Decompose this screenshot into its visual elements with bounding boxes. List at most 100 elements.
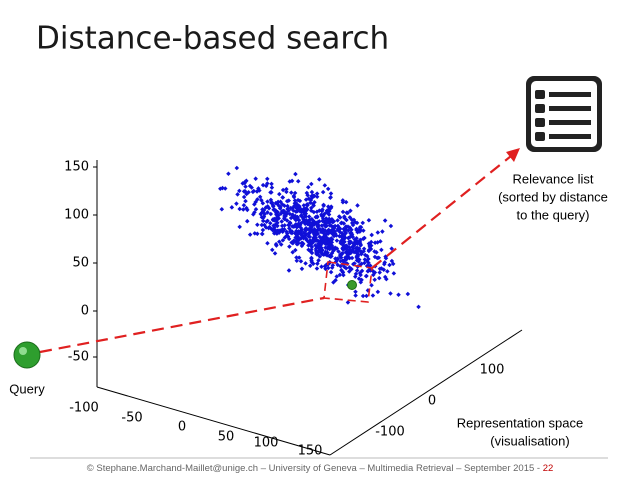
- cloud-point: [328, 269, 334, 275]
- cloud-point: [306, 227, 312, 232]
- cloud-point: [391, 271, 397, 276]
- cloud-point: [362, 252, 368, 258]
- relevance-line: (sorted by distance: [498, 189, 608, 204]
- cloud-point: [277, 206, 283, 211]
- cloud-point: [243, 198, 248, 204]
- cloud-point: [331, 233, 337, 238]
- cloud-point: [281, 215, 287, 221]
- cloud-point: [277, 191, 282, 197]
- cloud-point: [344, 254, 350, 259]
- cloud-point: [310, 201, 316, 207]
- cloud-point: [245, 218, 250, 224]
- cloud-point: [219, 206, 225, 212]
- x-tick-label: 0: [178, 420, 186, 435]
- cloud-point: [384, 276, 389, 282]
- cloud-point: [292, 198, 298, 203]
- z-tick-label: 150: [64, 160, 89, 175]
- cloud-point: [314, 191, 320, 196]
- cloud-point: [354, 268, 360, 273]
- plot-axes: [96, 160, 523, 456]
- cloud-point: [273, 241, 279, 247]
- relevance-line: Relevance list: [513, 171, 594, 186]
- cloud-point: [294, 258, 300, 263]
- y-tick-label: 100: [480, 363, 505, 378]
- cloud-point: [349, 255, 355, 261]
- cloud-point: [265, 241, 270, 246]
- cloud-point: [310, 238, 315, 243]
- cloud-point: [316, 258, 321, 263]
- cloud-point: [269, 181, 274, 187]
- cloud-point: [260, 182, 266, 188]
- cloud-point: [229, 205, 235, 210]
- cloud-point: [345, 300, 351, 305]
- cloud-point: [234, 165, 240, 171]
- cloud-point: [364, 293, 369, 299]
- cloud-point: [405, 291, 411, 297]
- cloud-point: [337, 229, 343, 235]
- z-tick-label: 50: [72, 256, 89, 271]
- cloud-point: [328, 204, 334, 209]
- cloud-point: [287, 244, 292, 249]
- cloud-point: [364, 273, 369, 279]
- cloud-point: [320, 189, 326, 195]
- cloud-point: [328, 230, 333, 235]
- cloud-point: [282, 223, 287, 228]
- cloud-point: [342, 214, 347, 219]
- cloud-point: [389, 258, 395, 264]
- query-line: [39, 296, 325, 354]
- cloud-point: [358, 280, 364, 285]
- cloud-point: [338, 258, 343, 264]
- cloud-point: [309, 247, 314, 252]
- cloud-point: [226, 171, 231, 176]
- cloud-point: [303, 261, 308, 266]
- cloud-point: [299, 266, 305, 272]
- cloud-point: [293, 235, 298, 240]
- cloud-point: [388, 223, 394, 229]
- cloud-point: [369, 232, 374, 238]
- cloud-point: [313, 243, 318, 248]
- cloud-point: [327, 223, 333, 228]
- space-line: Representation space: [457, 415, 583, 430]
- cloud-point: [367, 244, 373, 250]
- cloud-point: [348, 208, 353, 214]
- cloud-point: [346, 269, 352, 274]
- cloud-point: [361, 246, 367, 251]
- cloud-point: [344, 210, 349, 215]
- cloud-point: [234, 201, 239, 206]
- cloud-point: [282, 227, 287, 232]
- cloud-point: [309, 258, 314, 263]
- cloud-point: [341, 272, 346, 278]
- query-links: [39, 151, 517, 354]
- cloud-point: [353, 271, 359, 277]
- cloud-point: [286, 236, 292, 242]
- cloud-point: [269, 247, 275, 253]
- cloud-point: [303, 231, 309, 237]
- cloud-point: [336, 249, 341, 254]
- cloud-point: [346, 235, 351, 241]
- cloud-point: [327, 253, 332, 259]
- cloud-point: [334, 238, 340, 243]
- cloud-point: [356, 276, 362, 281]
- cloud-point: [343, 265, 349, 271]
- cloud-point: [322, 183, 328, 188]
- z-tick-label: 0: [81, 304, 89, 319]
- cloud-point: [284, 198, 290, 204]
- cloud-point: [259, 222, 265, 228]
- y-axis: [329, 329, 523, 456]
- cloud-point: [317, 208, 322, 213]
- cloud-point: [321, 203, 326, 209]
- cloud-point: [360, 220, 366, 226]
- cloud-point: [354, 226, 359, 232]
- x-tick-label: 150: [298, 444, 323, 459]
- cloud-point: [340, 209, 346, 215]
- cloud-point: [355, 203, 360, 208]
- cloud-point: [284, 186, 289, 192]
- cloud-point: [379, 247, 384, 253]
- cloud-point: [372, 277, 377, 282]
- page-number: 22: [543, 463, 554, 474]
- cloud-point: [306, 184, 311, 190]
- cloud-point: [334, 246, 340, 251]
- cloud-point: [280, 195, 286, 200]
- cloud-point: [337, 272, 343, 278]
